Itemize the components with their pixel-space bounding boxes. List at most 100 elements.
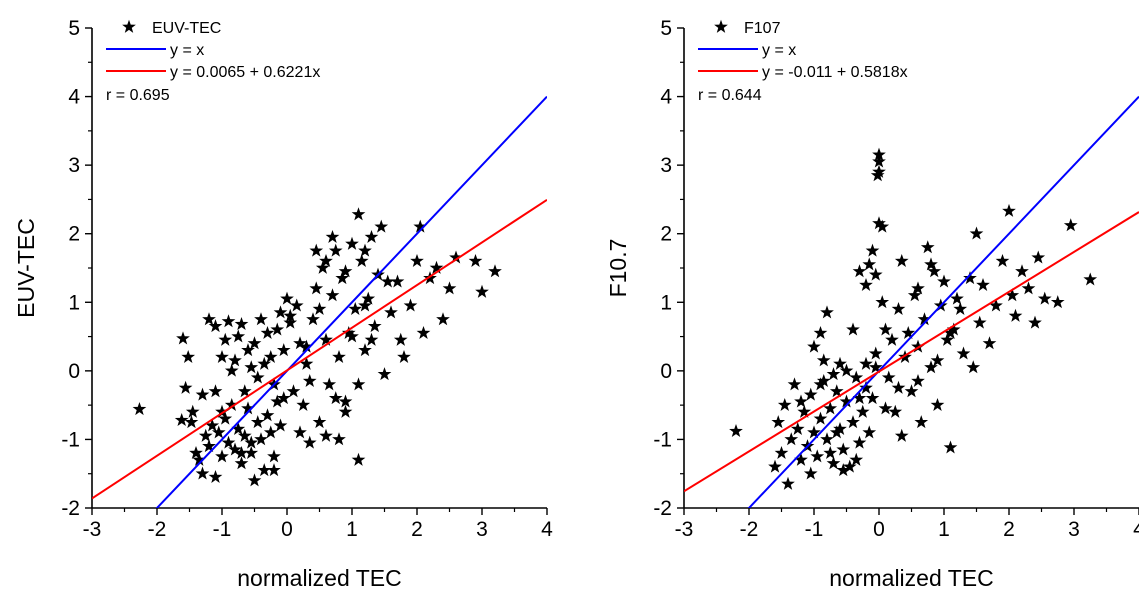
correlation-annotation: r = 0.644: [698, 87, 762, 104]
scatter-point: [855, 404, 870, 418]
scatter-point: [914, 415, 929, 429]
scatter-point: [319, 332, 333, 346]
scatter-point: [891, 380, 906, 394]
scatter-point: [250, 370, 265, 384]
legend: EUV-TEC y = x y = 0.0065 + 0.6221x: [106, 19, 320, 81]
scatter-point: [777, 397, 792, 411]
scatter-point: [358, 243, 372, 257]
x-tick-label: 3: [476, 518, 488, 541]
scatter-point: [218, 411, 233, 425]
scatter-point: [859, 277, 873, 291]
scatter-point: [244, 435, 259, 449]
scatter-point: [325, 288, 340, 302]
scatter-point: [358, 343, 372, 357]
scatter-point: [257, 463, 272, 477]
y-tick-label: -2: [61, 497, 80, 520]
scatter-point: [234, 456, 249, 470]
legend-star-marker: [122, 19, 136, 33]
scatter-point: [826, 367, 841, 381]
y-tick-label: -1: [653, 428, 672, 451]
y-axis-title: F10.7: [605, 239, 631, 298]
scatter-point: [237, 384, 252, 398]
series-F107: [729, 147, 1098, 490]
y-tick-label: 4: [68, 86, 80, 109]
scatter-point: [189, 445, 203, 459]
scatter-point: [195, 466, 210, 480]
scatter-point: [364, 229, 379, 243]
scatter-point: [816, 353, 831, 367]
scatter-point: [1031, 250, 1046, 264]
scatter-point: [280, 291, 294, 305]
scatter-point: [185, 404, 200, 418]
scatter-point: [247, 473, 262, 487]
scatter-point: [820, 305, 834, 319]
scatter-point: [384, 305, 398, 319]
identity-line: [155, 95, 547, 508]
x-tick-label: -1: [805, 518, 824, 541]
scatter-point: [364, 332, 379, 346]
scatter-point: [833, 356, 847, 370]
scatter-point: [781, 476, 795, 490]
scatter-point: [943, 440, 958, 454]
scatter-point: [234, 445, 249, 459]
scatter-point: [270, 394, 285, 408]
scatter-point: [442, 281, 457, 295]
scatter-point: [273, 305, 288, 319]
scatter-point: [826, 456, 841, 470]
scatter-point: [215, 404, 229, 418]
x-tick-label: -2: [740, 518, 759, 541]
scatter-point: [410, 253, 424, 267]
scatter-point: [202, 439, 216, 453]
scatter-point: [930, 353, 945, 367]
legend-label: y = x: [170, 42, 204, 59]
scatter-point: [797, 404, 812, 418]
x-tick-label: 3: [1068, 518, 1080, 541]
scatter-point: [335, 271, 350, 285]
scatter-point: [894, 253, 909, 267]
scatter-point: [920, 240, 935, 254]
scatter-point: [904, 384, 919, 398]
y-tick-label: -2: [653, 497, 672, 520]
scatter-point: [325, 229, 340, 243]
scatter-point: [319, 253, 333, 267]
scatter-point: [413, 219, 428, 233]
scatter-point: [488, 264, 502, 278]
scatter-point: [846, 322, 860, 336]
scatter-point: [215, 349, 229, 363]
scatter-point: [794, 394, 808, 408]
scatter-point: [228, 442, 242, 456]
scatter-point: [367, 319, 382, 333]
scatter-point: [354, 253, 369, 267]
scatter-point: [348, 301, 363, 315]
scatter-point: [859, 356, 873, 370]
scatter-point: [872, 216, 886, 230]
scatter-point: [1063, 218, 1078, 232]
scatter-point: [341, 325, 356, 339]
scatter-point: [885, 332, 899, 346]
scatter-point: [868, 360, 883, 374]
scatter-point: [315, 260, 330, 274]
scatter-point: [836, 442, 851, 456]
scatter-point: [328, 391, 343, 405]
legend-label: F107: [744, 20, 781, 37]
scatter-point: [198, 428, 213, 442]
scatter-point: [332, 432, 346, 446]
scatter-point: [927, 264, 942, 278]
scatter-point: [894, 428, 909, 442]
scatter-point: [774, 445, 789, 459]
x-tick-label: 2: [411, 518, 423, 541]
x-axis-title: normalized TEC: [829, 565, 993, 591]
scatter-point: [833, 421, 847, 435]
scatter-point: [345, 329, 359, 343]
legend-star-marker: [714, 19, 728, 33]
scatter-point: [823, 401, 838, 415]
scatter-point: [377, 367, 392, 381]
scatter-point: [351, 207, 366, 221]
scatter-point: [312, 301, 327, 315]
scatter-point: [813, 377, 828, 391]
scatter-point: [224, 363, 239, 377]
scatter-point: [849, 452, 864, 466]
scatter-point: [943, 325, 958, 339]
scatter-point: [907, 288, 922, 302]
scatter-point: [289, 298, 304, 312]
